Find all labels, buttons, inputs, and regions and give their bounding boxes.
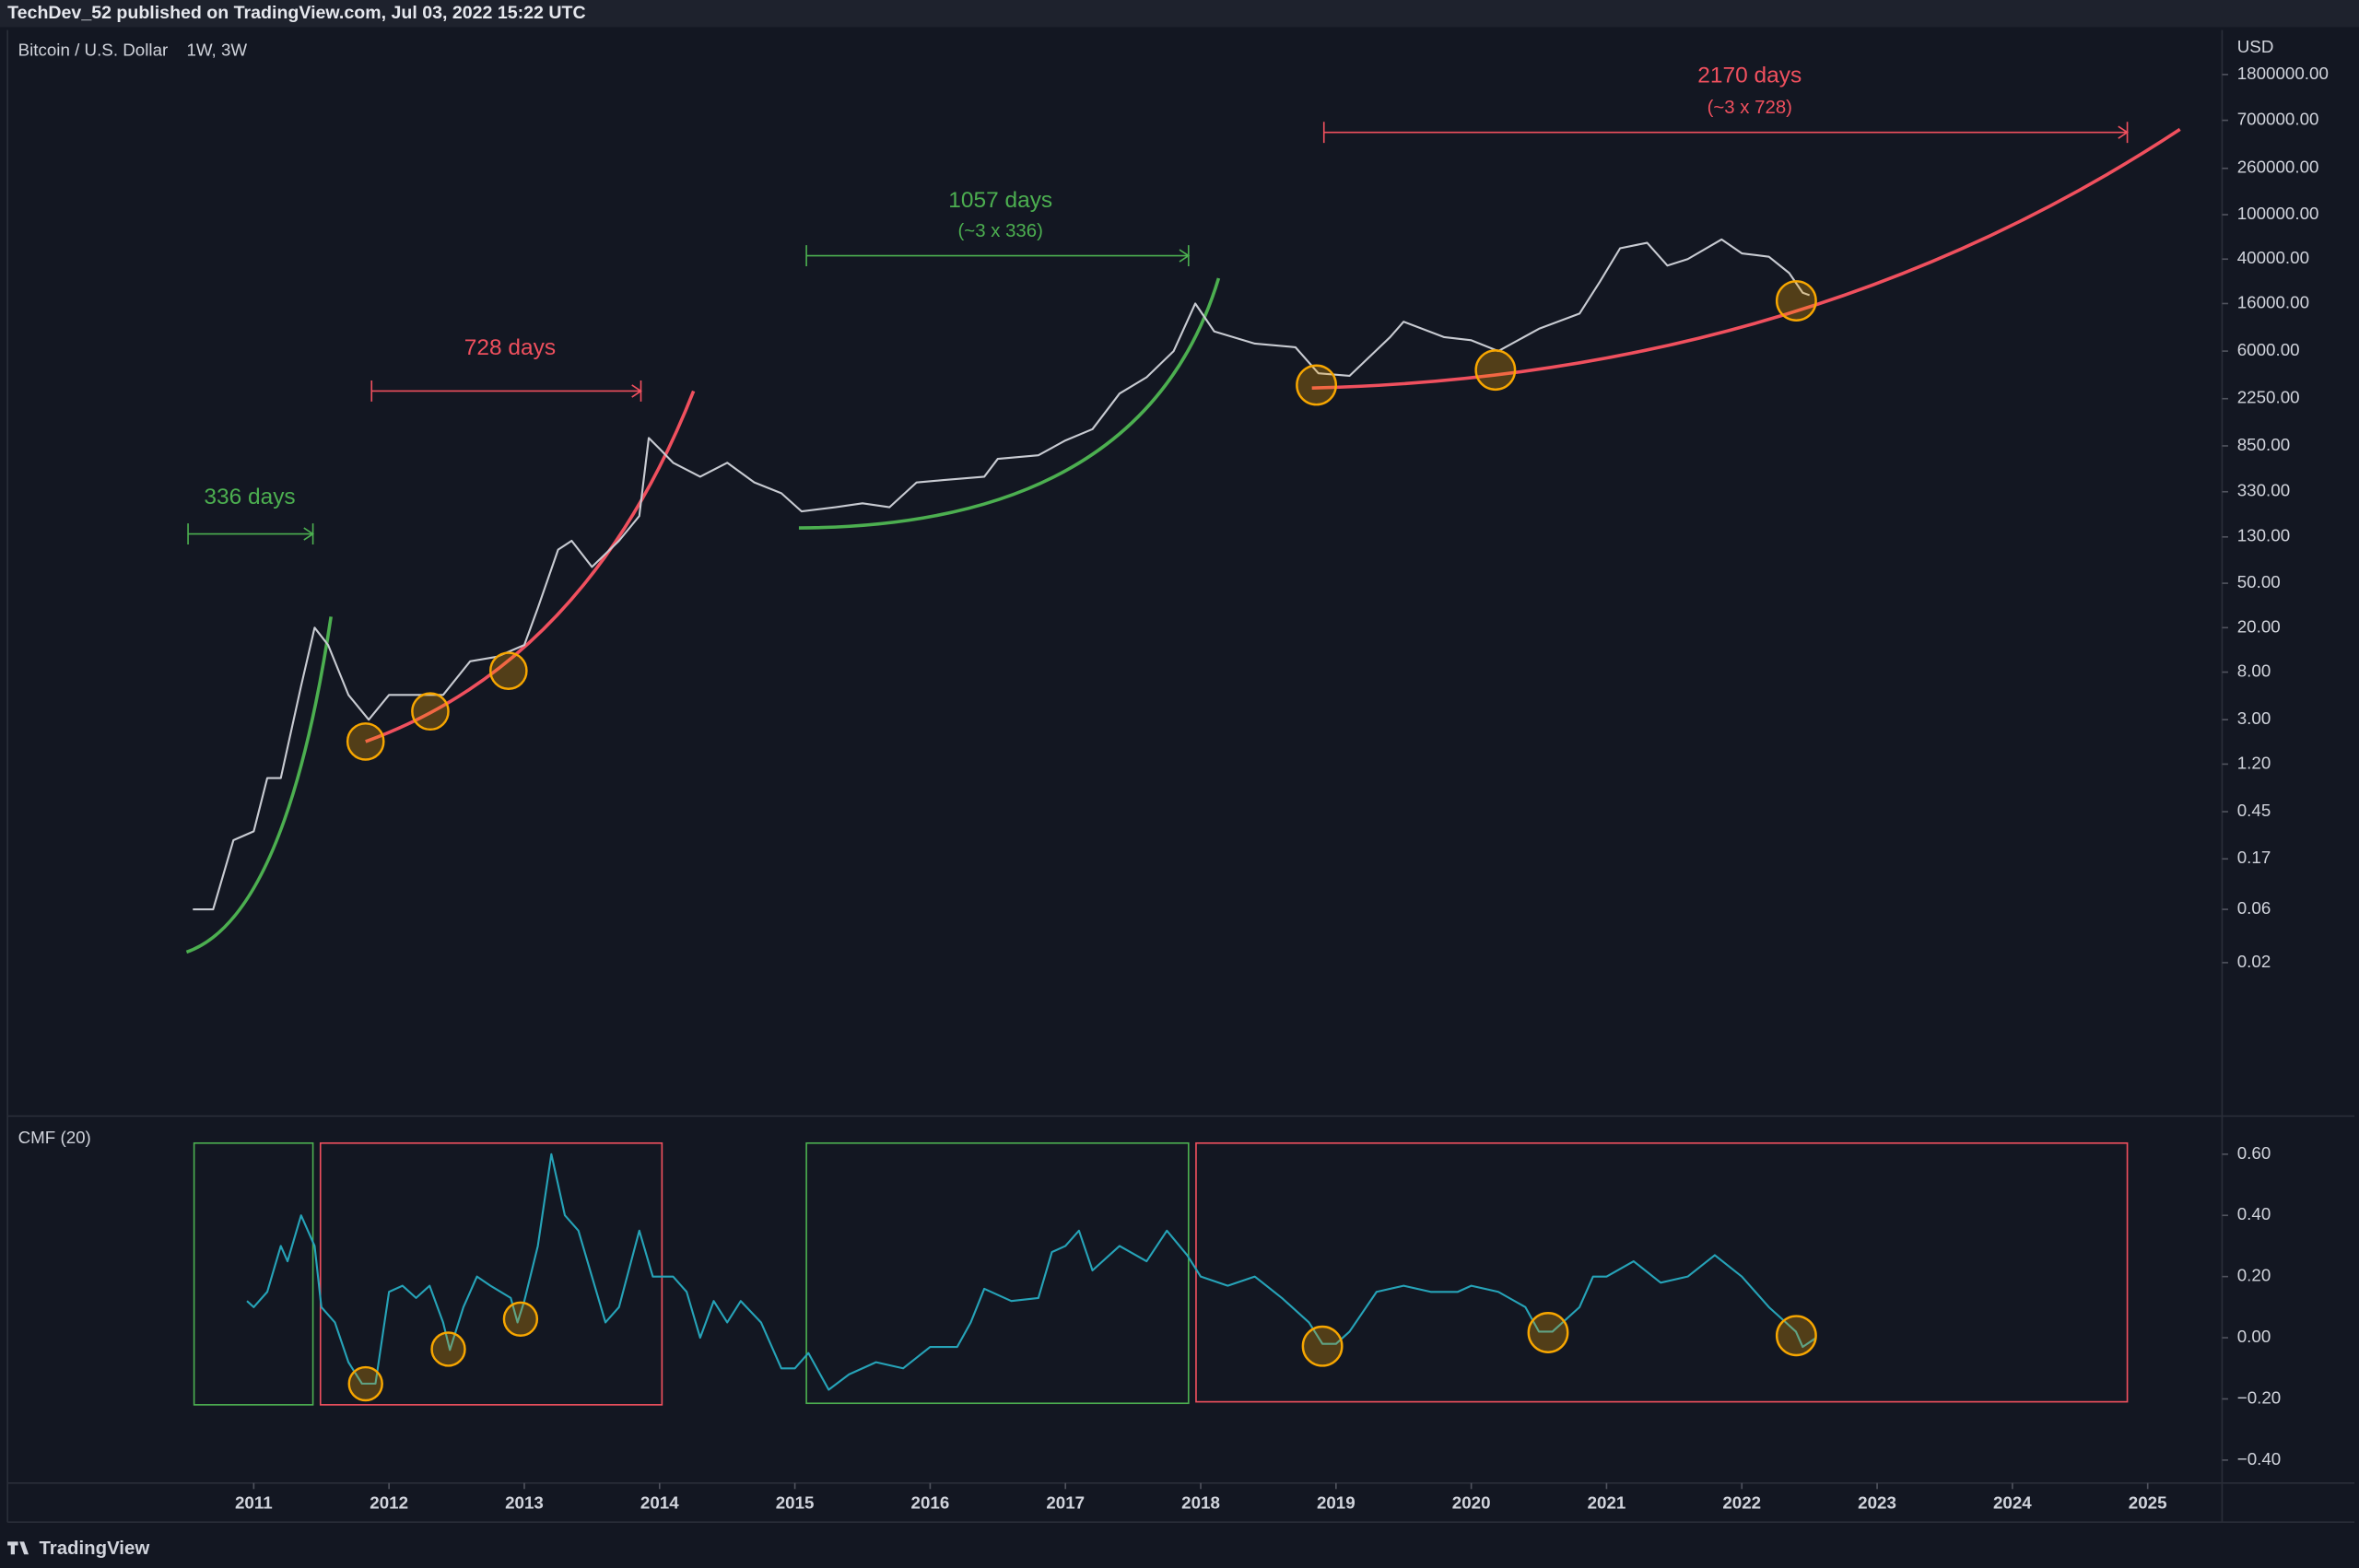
y-tick-label: 0.60	[2237, 1143, 2271, 1163]
x-tick-label: 2025	[2129, 1493, 2167, 1513]
highlight	[1474, 349, 1517, 392]
highlight	[430, 1331, 466, 1367]
annotation: 728 days	[464, 335, 556, 360]
y-tick-label: 0.00	[2237, 1327, 2271, 1346]
logo-mark	[7, 1541, 29, 1555]
highlight	[347, 1365, 383, 1402]
y-tick-label: 8.00	[2237, 661, 2271, 681]
y-tick-label: 0.17	[2237, 848, 2271, 867]
range	[805, 245, 1191, 266]
range	[1322, 122, 2130, 144]
y-tick-label: 6000.00	[2237, 340, 2300, 359]
x-tick-label: 2018	[1181, 1493, 1220, 1513]
interval: 1W, 3W	[186, 40, 247, 59]
y-tick-label: 2250.00	[2237, 388, 2300, 407]
y-tick-label: −0.20	[2237, 1387, 2281, 1407]
y-tick-label: 40000.00	[2237, 248, 2309, 267]
y-tick-label: −0.40	[2237, 1449, 2281, 1469]
y-tick-label: 16000.00	[2237, 292, 2309, 311]
y-tick-label: 0.06	[2237, 898, 2271, 918]
header-bar	[0, 0, 2359, 28]
curve	[798, 277, 1221, 530]
y-tick-label: 0.02	[2237, 952, 2271, 971]
symbol-title: Bitcoin / U.S. Dollar	[18, 40, 169, 59]
range	[370, 380, 642, 402]
curve	[365, 390, 696, 743]
x-tick-label: 2020	[1452, 1493, 1491, 1513]
x-tick-label: 2016	[911, 1493, 950, 1513]
box	[1195, 1141, 2129, 1403]
y-tick-label: 3.00	[2237, 708, 2271, 728]
highlight	[502, 1301, 539, 1337]
ranges	[187, 122, 2130, 545]
y-tick-label: 850.00	[2237, 435, 2290, 454]
y-tick-label: 50.00	[2237, 572, 2281, 591]
highlight	[1301, 1325, 1344, 1367]
y-tick-label: 700000.00	[2237, 110, 2319, 129]
box	[193, 1141, 314, 1406]
curve	[185, 616, 333, 954]
x-tick-label: 2021	[1588, 1493, 1626, 1513]
x-tick-label: 2017	[1046, 1493, 1085, 1513]
box	[319, 1141, 663, 1406]
highlight	[1775, 280, 1817, 322]
highlight	[1527, 1312, 1569, 1353]
y-tick-label: 1800000.00	[2237, 64, 2329, 83]
highlight	[346, 722, 385, 761]
y-tick-label: 0.20	[2237, 1266, 2271, 1285]
series-layer	[193, 238, 1817, 1391]
header-text: TechDev_52 published on TradingView.com,…	[7, 3, 585, 23]
box	[805, 1141, 1190, 1405]
annotation: 336 days	[204, 485, 295, 509]
annotation: (~3 x 336)	[958, 221, 1043, 241]
x-tick-label: 2024	[1993, 1493, 2032, 1513]
y-tick-label: 0.40	[2237, 1204, 2271, 1223]
x-tick-label: 2023	[1858, 1493, 1896, 1513]
x-tick-label: 2019	[1317, 1493, 1356, 1513]
y-tick-label: 1.20	[2237, 753, 2271, 772]
x-tick-label: 2013	[505, 1493, 544, 1513]
x-tick-label: 2012	[370, 1493, 408, 1513]
series-line	[246, 1153, 1817, 1391]
annotation: 1057 days	[948, 188, 1052, 213]
y-tick-label: 100000.00	[2237, 204, 2319, 223]
brand: TradingView	[39, 1539, 149, 1559]
boxes	[193, 1141, 2129, 1406]
highlight	[411, 692, 450, 731]
highlight	[489, 651, 528, 690]
y-axis-label: USD	[2237, 37, 2274, 56]
indicator-title: CMF (20)	[18, 1128, 91, 1147]
highlight	[1296, 364, 1338, 406]
curves	[185, 127, 2181, 954]
y-tick-label: 0.45	[2237, 801, 2271, 820]
x-tick-label: 2011	[235, 1493, 273, 1513]
y-tick-label: 130.00	[2237, 526, 2290, 545]
y-tick-label: 260000.00	[2237, 158, 2319, 177]
x-tick-label: 2022	[1722, 1493, 1761, 1513]
y-tick-label: 330.00	[2237, 481, 2290, 500]
annotation: 2170 days	[1697, 64, 1802, 88]
range	[187, 523, 315, 545]
series-line	[193, 238, 1811, 911]
x-tick-label: 2015	[776, 1493, 815, 1513]
y-tick-label: 20.00	[2237, 616, 2281, 636]
logo: TradingView	[7, 1539, 149, 1559]
highlight	[1775, 1315, 1817, 1357]
x-tick-label: 2014	[640, 1493, 679, 1513]
highlights	[346, 280, 1817, 1402]
curve	[1311, 127, 2181, 391]
annotation: (~3 x 728)	[1708, 98, 1792, 118]
